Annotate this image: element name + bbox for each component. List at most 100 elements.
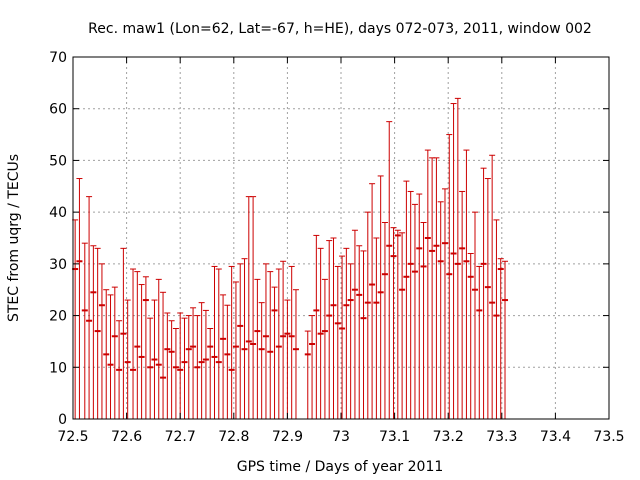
data-point xyxy=(390,227,397,419)
data-point xyxy=(304,330,311,419)
data-point xyxy=(160,291,167,419)
data-point xyxy=(81,242,88,419)
data-point xyxy=(111,286,118,419)
data-point xyxy=(155,278,162,419)
data-point xyxy=(142,276,149,419)
data-point xyxy=(493,219,500,419)
data-point xyxy=(292,289,299,419)
data-point xyxy=(245,196,252,419)
data-point xyxy=(399,232,406,419)
data-point xyxy=(134,271,141,419)
x-axis-label: GPS time / Days of year 2011 xyxy=(237,459,444,475)
data-point xyxy=(94,247,101,419)
data-point xyxy=(313,234,320,419)
y-tick-label: 60 xyxy=(49,102,67,118)
data-point xyxy=(463,149,470,419)
grid-lines xyxy=(73,57,609,419)
data-point xyxy=(177,312,184,419)
data-point xyxy=(138,284,145,419)
data-point xyxy=(198,302,205,419)
y-tick-label: 10 xyxy=(49,360,67,376)
chart-title: Rec. maw1 (Lon=62, Lat=-67, h=HE), days … xyxy=(88,21,592,37)
data-point xyxy=(250,196,257,419)
data-point xyxy=(441,188,448,419)
data-point xyxy=(450,103,457,419)
data-point xyxy=(224,304,231,419)
data-point xyxy=(271,286,278,419)
data-point xyxy=(309,315,316,419)
data-point xyxy=(497,258,504,419)
data-point xyxy=(394,229,401,419)
x-tick-label: 72.8 xyxy=(218,429,249,445)
x-tick-label: 73.1 xyxy=(379,429,410,445)
data-point xyxy=(476,265,483,419)
data-point xyxy=(381,221,388,419)
data-point xyxy=(437,201,444,419)
x-tick-label: 72.5 xyxy=(57,429,88,445)
data-point xyxy=(369,183,376,419)
data-point xyxy=(433,157,440,419)
data-point xyxy=(232,281,239,419)
data-point xyxy=(377,175,384,419)
data-point xyxy=(98,263,105,419)
data-point xyxy=(185,315,192,419)
data-point xyxy=(284,299,291,419)
data-point xyxy=(120,247,127,419)
data-point xyxy=(321,278,328,419)
data-point xyxy=(411,203,418,419)
x-tick-label: 72.9 xyxy=(272,429,303,445)
data-point xyxy=(172,328,179,419)
data-point xyxy=(207,328,214,419)
y-tick-label: 50 xyxy=(49,153,67,169)
data-point xyxy=(86,196,93,419)
data-point xyxy=(347,263,354,419)
data-point xyxy=(280,260,287,419)
data-point xyxy=(151,299,158,419)
data-point xyxy=(484,178,491,419)
data-point xyxy=(424,149,431,419)
y-tick-label: 70 xyxy=(49,50,67,66)
data-point xyxy=(215,268,222,419)
data-point xyxy=(420,221,427,419)
data-point xyxy=(168,320,175,419)
data-point xyxy=(326,240,333,419)
data-point xyxy=(262,263,269,419)
data-point xyxy=(90,245,97,419)
data-point xyxy=(267,271,274,419)
data-point xyxy=(130,268,137,419)
x-tick-label: 72.6 xyxy=(111,429,142,445)
y-axis-label: STEC from uqrg / TECUs xyxy=(6,154,22,322)
data-series xyxy=(72,97,509,419)
data-point xyxy=(360,250,367,419)
data-point xyxy=(237,263,244,419)
data-point xyxy=(502,260,509,419)
data-point xyxy=(416,193,423,419)
x-tick-label: 73.3 xyxy=(486,429,517,445)
data-point xyxy=(228,265,235,419)
data-point xyxy=(364,211,371,419)
data-point xyxy=(454,97,461,419)
data-point xyxy=(220,294,227,419)
y-tick-label: 0 xyxy=(58,412,67,428)
data-point xyxy=(339,255,346,419)
data-point xyxy=(164,312,171,419)
y-tick-label: 30 xyxy=(49,257,67,273)
data-point xyxy=(241,258,248,419)
data-point xyxy=(258,302,265,419)
x-tick-label: 73 xyxy=(332,429,350,445)
data-point xyxy=(76,178,83,419)
data-point xyxy=(124,299,131,419)
data-point xyxy=(446,134,453,419)
axis-ticks: 72.5 72.6 72.7 72.8 72.9 73 73.1 73.2 73.3 73.4 73… xyxy=(49,50,624,445)
data-point xyxy=(275,268,282,419)
x-tick-label: 73.5 xyxy=(593,429,624,445)
data-point xyxy=(429,157,436,419)
data-point xyxy=(317,247,324,419)
data-point xyxy=(190,307,197,419)
data-point xyxy=(467,253,474,419)
data-point xyxy=(351,229,358,419)
data-point xyxy=(334,265,341,419)
y-tick-label: 20 xyxy=(49,309,67,325)
data-point xyxy=(107,294,114,419)
